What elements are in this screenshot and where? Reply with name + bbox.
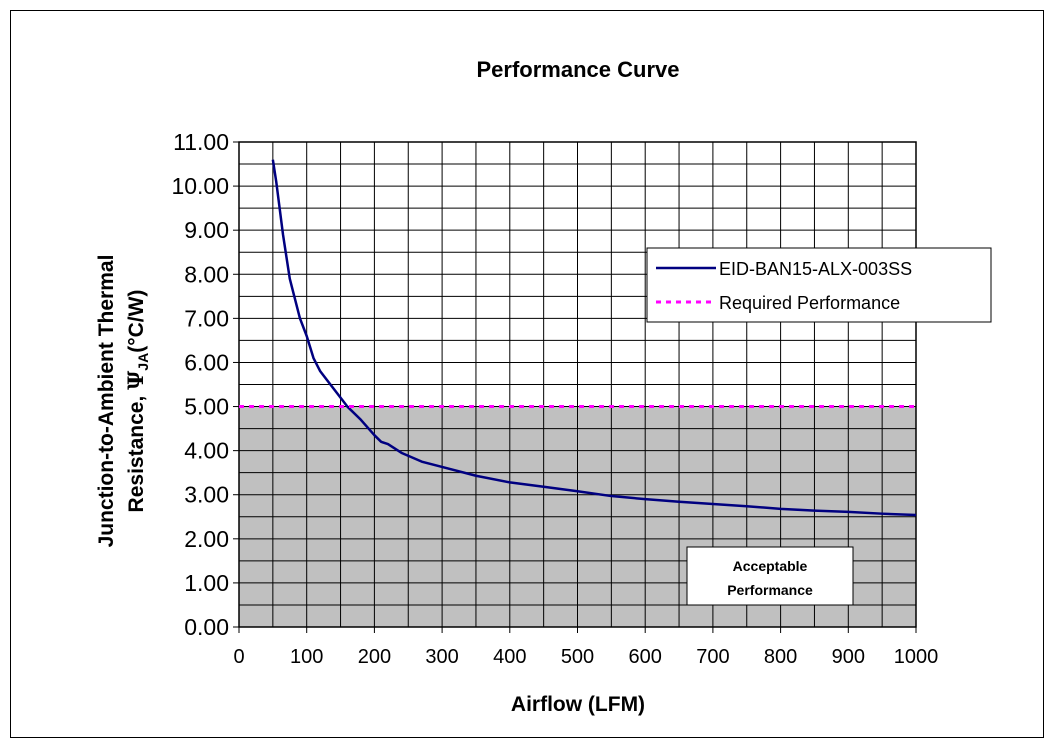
y-axis-label: Junction-to-Ambient Thermal Resistance, … (95, 255, 151, 548)
y-tick-label: 0.00 (184, 614, 229, 640)
annotation-line1: Acceptable (733, 558, 808, 574)
y-tick-label: 4.00 (184, 438, 229, 464)
annotation-box: Acceptable Performance (686, 546, 854, 606)
y-tick-label: 6.00 (184, 349, 229, 375)
legend-label-series-1: Required Performance (719, 293, 900, 313)
x-tick-label: 700 (696, 646, 729, 668)
x-tick-label: 600 (629, 646, 662, 668)
y-tick-label: 9.00 (184, 217, 229, 243)
series-line-0 (271, 159, 917, 517)
y-axis-label-prefix: Resistance, (125, 390, 148, 513)
x-axis-label: Airflow (LFM) (511, 693, 645, 716)
x-tick-label: 100 (290, 646, 323, 668)
y-tick-label: 7.00 (184, 305, 229, 331)
x-tick-label: 900 (832, 646, 865, 668)
y-axis-label-unit: (°C/W) (125, 290, 148, 353)
x-tick-label: 1000 (894, 646, 939, 668)
chart-title: Performance Curve (477, 57, 680, 82)
x-tick-label: 800 (764, 646, 797, 668)
series-layer (239, 159, 917, 517)
x-tick-label: 400 (493, 646, 526, 668)
y-tick-label: 2.00 (184, 526, 229, 552)
y-axis-label-subscript: JA (135, 353, 151, 371)
x-tick-label: 300 (425, 646, 458, 668)
legend-box (646, 247, 992, 323)
legend-label-series-0: EID-BAN15-ALX-003SS (719, 259, 912, 279)
x-tick-label: 0 (233, 646, 244, 668)
y-tick-label: 1.00 (184, 570, 229, 596)
y-tick-label: 8.00 (184, 261, 229, 287)
legend: EID-BAN15-ALX-003SS Required Performance (646, 247, 992, 323)
axis-layer: 0 100 200 300 400 500 600 700 800 900 1000 0.00 1.00… (171, 129, 938, 668)
x-tick-label: 200 (358, 646, 391, 668)
y-tick-label: 5.00 (184, 394, 229, 420)
performance-chart: 0 100 200 300 400 500 600 700 800 900 1000 0.00 1.00… (95, 57, 992, 716)
y-axis-label-symbol: Ψ (123, 370, 148, 390)
y-axis-label-line1: Junction-to-Ambient Thermal (95, 255, 118, 548)
chart-frame: 0 100 200 300 400 500 600 700 800 900 1000 0.00 1.00… (10, 10, 1044, 738)
annotation-line2: Performance (727, 582, 813, 598)
y-tick-label: 11.00 (173, 129, 229, 155)
y-tick-label: 10.00 (171, 173, 229, 199)
x-tick-label: 500 (561, 646, 594, 668)
y-axis-label-line2: Resistance, ΨJA(°C/W) (123, 290, 151, 513)
y-tick-label: 3.00 (184, 482, 229, 508)
